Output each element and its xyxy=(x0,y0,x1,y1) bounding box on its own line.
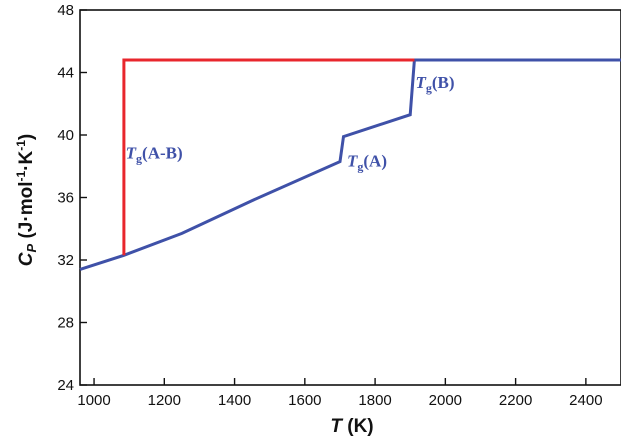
y-tick-label: 36 xyxy=(57,190,74,207)
x-tick-label: 1800 xyxy=(358,392,391,409)
tick-layer: 1000 1200 1400 1600 1800 2000 2200 2400 24 28 32 36… xyxy=(57,2,602,409)
x-tick-label: 1000 xyxy=(77,392,110,409)
y-tick-label: 40 xyxy=(57,127,74,144)
plot-frame xyxy=(79,9,621,386)
series-layer xyxy=(79,58,621,271)
x-tick-label: 2400 xyxy=(569,392,602,409)
x-tick-label: 1400 xyxy=(218,392,251,409)
y-tick-label: 32 xyxy=(57,252,74,269)
y-tick-label: 44 xyxy=(57,65,74,82)
x-tick-label: 2200 xyxy=(499,392,532,409)
y-tick-label: 48 xyxy=(57,2,74,19)
cp-curve-series xyxy=(79,58,621,271)
x-tick-label: 1200 xyxy=(148,392,181,409)
x-tick-label: 2000 xyxy=(429,392,462,409)
tg-annotation: Tg(A) xyxy=(347,151,387,173)
tg-annotation: Tg(B) xyxy=(415,73,454,95)
tg-annotation: Tg(A-B) xyxy=(126,143,183,165)
plot-border xyxy=(79,9,621,386)
x-axis-title: T (K) xyxy=(330,416,373,437)
annotation-layer: Tg(A-B) Tg(A) Tg(B) xyxy=(126,73,455,173)
y-tick-label: 24 xyxy=(57,377,74,394)
y-axis-title: CP (J·mol-1·K-1) xyxy=(14,134,39,266)
x-tick-label: 1600 xyxy=(288,392,321,409)
enthalpy-construction-series xyxy=(122,58,415,256)
y-tick-label: 28 xyxy=(57,315,74,332)
